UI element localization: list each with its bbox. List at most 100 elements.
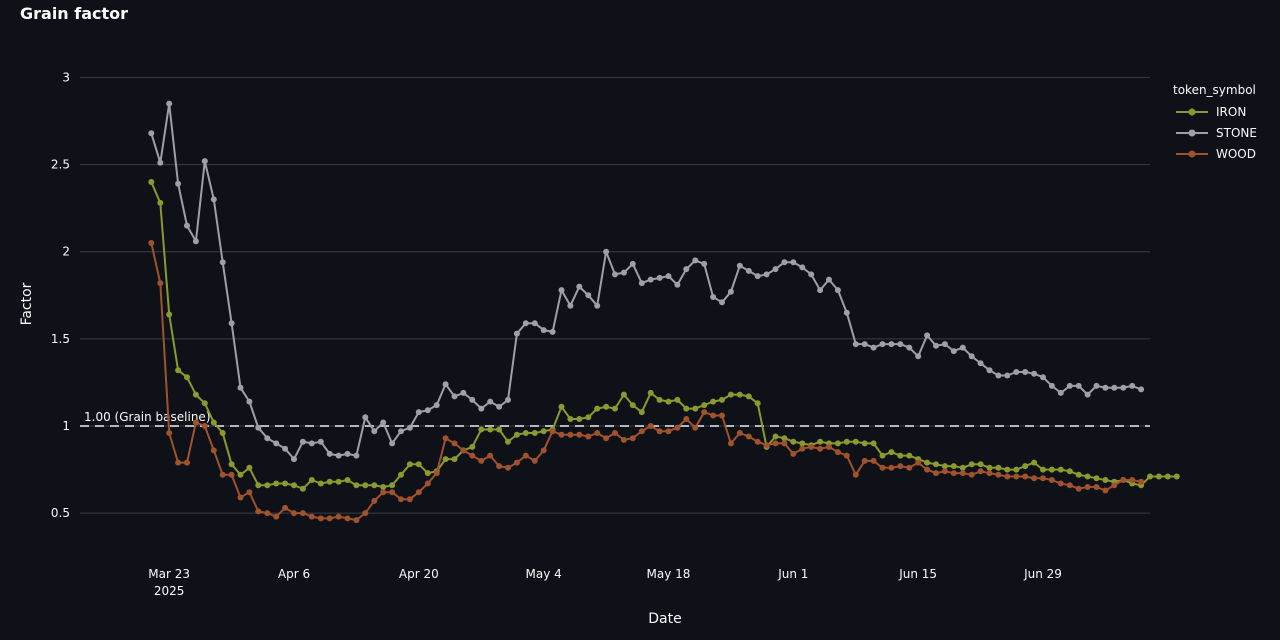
data-point-wood [879,464,886,471]
data-point-stone [959,344,966,351]
data-point-wood [603,435,610,442]
data-point-wood [1075,485,1082,492]
data-point-stone [389,440,396,447]
data-point-stone [1138,386,1145,393]
data-point-stone [264,435,271,442]
data-point-wood [335,513,342,520]
data-point-wood [870,457,877,464]
data-point-iron [719,396,725,403]
data-point-stone [710,294,717,300]
data-point-stone [415,409,422,416]
data-point-wood [184,459,190,466]
x-tick-label: Jun 29 [1023,567,1062,581]
data-point-iron [674,396,681,403]
data-point-iron [496,426,503,433]
data-point-wood [736,430,743,436]
data-point-stone [656,274,663,281]
data-point-stone [460,389,467,396]
data-point-stone [1048,382,1055,389]
data-point-stone [1084,391,1091,398]
legend-label-iron: IRON [1216,105,1246,119]
data-point-wood [540,447,547,454]
data-point-wood [1138,478,1145,485]
data-point-wood [968,471,975,478]
x-tick-label: Jun 1 [777,567,808,581]
data-point-wood [1066,482,1073,489]
data-point-iron [1173,473,1180,480]
data-point-wood [308,513,315,520]
data-point-iron [585,414,592,421]
data-point-stone [210,196,217,203]
data-point-wood [371,497,378,504]
data-point-stone [540,327,547,334]
data-point-stone [968,353,975,360]
data-point-iron [620,391,627,398]
data-point-iron [817,438,824,445]
data-point-wood [629,435,636,442]
data-point-wood [941,468,948,475]
data-point-iron [210,419,217,426]
data-point-stone [246,398,253,405]
data-point-stone [906,344,913,351]
data-point-stone [843,309,850,316]
data-point-stone [585,292,592,299]
data-point-stone [781,259,788,266]
data-point-stone [977,360,984,367]
x-tick-label: May 4 [526,567,562,581]
chart-title: Grain factor [20,4,129,23]
data-point-wood [344,515,351,522]
data-point-stone [674,281,681,288]
data-point-iron [647,389,654,396]
axis-layer: 0.5 1 1.5 2 2.5 3 Mar 23 2025 Apr 6 Apr 20 May 4 Ma… [51,70,1062,598]
data-point-stone [665,273,672,280]
data-point-stone [986,367,993,374]
data-point-wood [763,442,770,449]
data-point-iron [1066,468,1073,475]
data-point-stone [772,266,779,273]
data-point-wood [291,510,297,517]
data-point-wood [282,504,289,511]
data-point-stone [754,273,761,280]
data-point-stone [1066,382,1073,389]
data-point-stone [817,287,824,294]
data-point-wood [451,440,458,447]
data-point-wood [469,452,476,459]
data-point-stone [166,100,173,107]
data-point-stone [406,424,413,431]
data-point-stone [612,271,618,278]
data-point-iron [299,485,306,492]
y-tick-label: 1 [62,419,70,433]
data-point-wood [264,510,271,517]
data-point-stone [950,348,957,355]
series-wood [148,240,1145,524]
data-point-iron [576,416,583,422]
baseline-layer: 1.00 (Grain baseline) [80,410,1150,427]
data-point-iron [888,449,895,456]
data-point-iron [362,482,369,489]
data-point-wood [781,440,788,447]
data-point-wood [1120,477,1127,483]
data-point-wood [638,428,645,435]
data-point-iron [344,477,351,483]
data-point-iron [371,482,378,489]
data-point-wood [817,445,824,452]
data-point-iron [1040,466,1046,473]
data-point-stone [1004,372,1011,379]
data-point-wood [415,489,422,496]
data-point-wood [612,430,618,436]
data-point-iron [389,482,396,489]
data-point-stone [558,287,565,294]
data-point-iron [478,426,485,433]
data-point-stone [861,341,868,348]
data-point-iron [727,391,734,398]
data-point-stone [175,180,182,187]
data-point-wood [585,433,592,440]
data-point-iron [264,482,271,489]
data-point-wood [692,424,699,431]
data-point-wood [826,443,832,450]
data-point-iron [870,440,877,447]
y-tick-label: 1.5 [51,332,70,346]
grid-layer [80,76,1150,514]
data-point-iron [1102,477,1109,483]
series-layer [148,100,1180,524]
